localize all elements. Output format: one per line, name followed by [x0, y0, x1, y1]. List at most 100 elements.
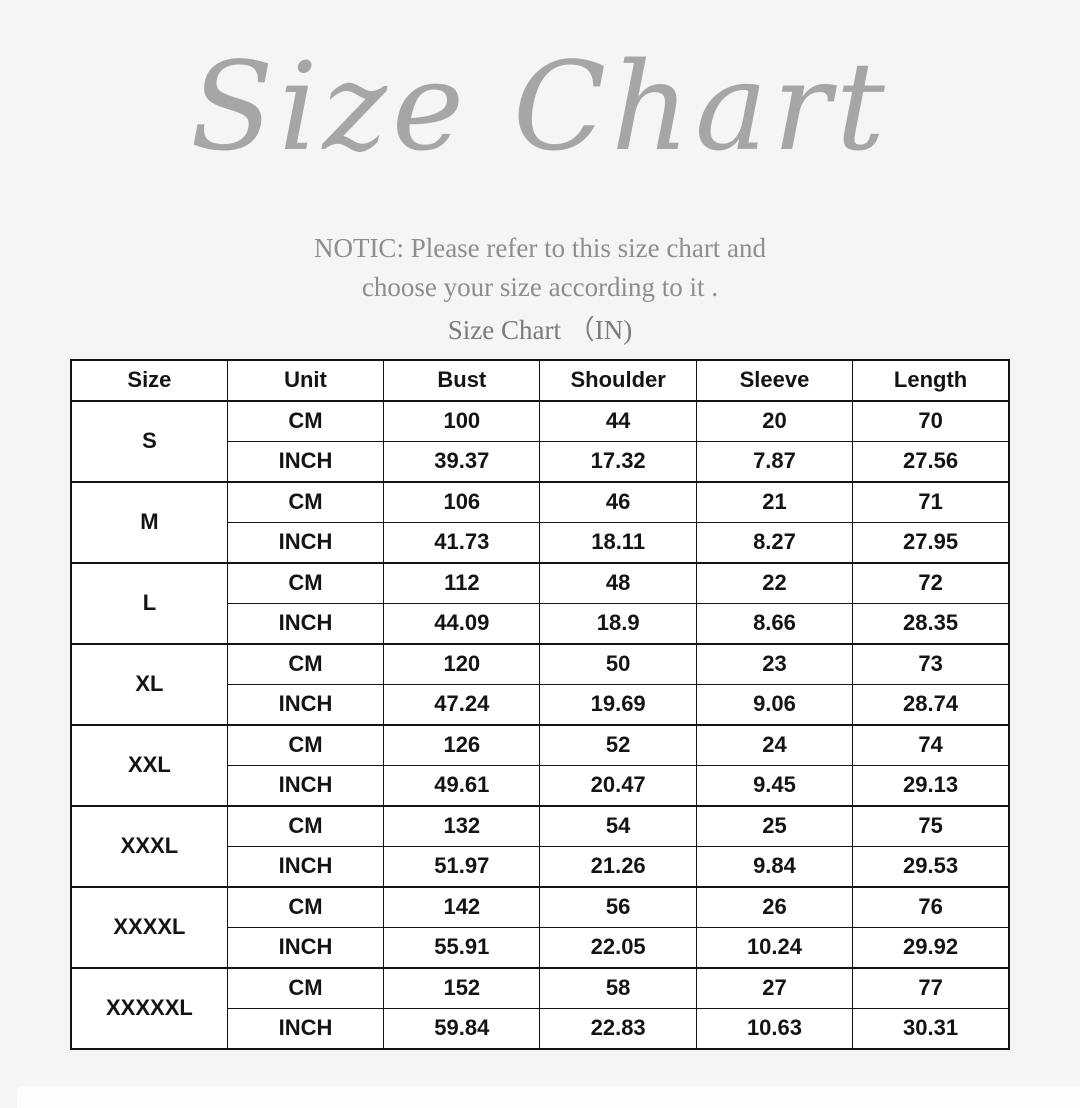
value-s-inch-length: 27.56: [852, 440, 1010, 483]
unit-label-xxxl-cm: CM: [226, 804, 385, 847]
unit-label-xxxxl-cm: CM: [226, 885, 385, 928]
column-header-size: Size: [70, 359, 228, 402]
unit-label-xxxxl-inch: INCH: [226, 926, 385, 969]
value-xl-cm-sleeve: 23: [695, 642, 854, 685]
size-row-s-cm: S CM 100 44 20 70: [70, 399, 1010, 483]
value-s-cm-sleeve: 20: [695, 399, 854, 442]
value-xxxl-cm-shoulder: 54: [539, 804, 697, 847]
value-xxxxxl-inch-bust: 59.84: [383, 1007, 541, 1050]
value-l-inch-length: 28.35: [852, 602, 1010, 645]
unit-label-m-inch: INCH: [226, 521, 385, 564]
value-xxxxxl-cm-shoulder: 58: [539, 966, 697, 1009]
value-xxxxl-inch-length: 29.92: [852, 926, 1010, 969]
notice-line-2: choose your size according to it .: [361, 271, 719, 302]
size-label-m: M: [70, 480, 228, 564]
value-xxl-cm-sleeve: 24: [695, 723, 854, 766]
unit-label-m-cm: CM: [226, 480, 385, 523]
size-row-xxxxxl-inch: INCH 59.84 22.83 10.63 30.31: [71, 1007, 1010, 1050]
size-row-xxxxxl-cm: XXXXXL CM 152 58 27 77: [70, 966, 1010, 1050]
table-caption: Size Chart （IN): [447, 314, 633, 345]
size-row-m-cm: M CM 106 46 21 71: [70, 480, 1010, 564]
value-xl-inch-length: 28.74: [852, 683, 1010, 726]
column-header-bust: Bust: [383, 359, 541, 402]
size-table-body: S CM 100 44 20 70 INCH 39.37 17.32 7.87 27.56 M CM 10…: [70, 399, 1010, 1050]
value-m-cm-shoulder: 46: [539, 480, 697, 523]
value-xl-cm-bust: 120: [383, 642, 541, 685]
value-xxl-cm-length: 74: [852, 723, 1010, 766]
value-l-cm-bust: 112: [383, 561, 541, 604]
unit-label-xxxxxl-inch: INCH: [226, 1007, 385, 1050]
value-m-cm-sleeve: 21: [695, 480, 854, 523]
value-xxxxl-cm-bust: 142: [383, 885, 541, 928]
unit-label-xxl-cm: CM: [226, 723, 385, 766]
value-l-inch-bust: 44.09: [383, 602, 541, 645]
unit-label-xxxxxl-cm: CM: [226, 966, 385, 1009]
value-xxxxxl-inch-shoulder: 22.83: [539, 1007, 697, 1050]
value-xxxxl-inch-sleeve: 10.24: [695, 926, 854, 969]
unit-label-l-inch: INCH: [226, 602, 385, 645]
value-m-inch-sleeve: 8.27: [695, 521, 854, 564]
value-s-cm-bust: 100: [383, 399, 541, 442]
value-xxxxl-cm-length: 76: [852, 885, 1010, 928]
value-xxxxl-inch-bust: 55.91: [383, 926, 541, 969]
value-xxxxl-cm-sleeve: 26: [695, 885, 854, 928]
size-table: Size Unit Bust Shoulder Sleeve Length S CM 100 4…: [70, 358, 1010, 1050]
size-label-xl: XL: [70, 642, 228, 726]
value-xxxl-cm-length: 75: [852, 804, 1010, 847]
value-xxl-cm-bust: 126: [383, 723, 541, 766]
size-row-xxxl-cm: XXXL CM 132 54 25 75: [70, 804, 1010, 888]
value-xxxl-inch-shoulder: 21.26: [539, 845, 697, 888]
value-xl-inch-shoulder: 19.69: [539, 683, 697, 726]
unit-label-s-cm: CM: [226, 399, 385, 442]
column-header-unit: Unit: [226, 359, 385, 402]
bottom-white-strip: [17, 1086, 1080, 1108]
size-table-header: Size Unit Bust Shoulder Sleeve Length: [70, 359, 1010, 402]
notice-line-1: NOTIC: Please refer to this size chart a…: [313, 232, 767, 263]
size-chart-page: Size Chart NOTIC: Please refer to this s…: [0, 28, 1080, 1108]
value-m-inch-shoulder: 18.11: [539, 521, 697, 564]
value-xxxl-inch-bust: 51.97: [383, 845, 541, 888]
page-title: Size Chart: [190, 36, 890, 178]
unit-label-xl-inch: INCH: [226, 683, 385, 726]
value-xxxxxl-cm-bust: 152: [383, 966, 541, 1009]
value-s-inch-shoulder: 17.32: [539, 440, 697, 483]
value-xxxxxl-cm-sleeve: 27: [695, 966, 854, 1009]
value-m-cm-length: 71: [852, 480, 1010, 523]
size-row-xxxxl-inch: INCH 55.91 22.05 10.24 29.92: [71, 926, 1010, 969]
value-xxxxl-cm-shoulder: 56: [539, 885, 697, 928]
size-label-xxxl: XXXL: [70, 804, 228, 888]
value-xxxl-inch-length: 29.53: [852, 845, 1010, 888]
value-xxxxxl-inch-length: 30.31: [852, 1007, 1010, 1050]
value-xxl-inch-bust: 49.61: [383, 764, 541, 807]
value-m-inch-length: 27.95: [852, 521, 1010, 564]
size-label-xxxxxl: XXXXXL: [70, 966, 228, 1050]
value-s-inch-sleeve: 7.87: [695, 440, 854, 483]
unit-label-xl-cm: CM: [226, 642, 385, 685]
size-row-xxxxl-cm: XXXXL CM 142 56 26 76: [70, 885, 1010, 969]
value-xxxl-cm-bust: 132: [383, 804, 541, 847]
value-xxl-cm-shoulder: 52: [539, 723, 697, 766]
value-xxl-inch-length: 29.13: [852, 764, 1010, 807]
value-s-cm-length: 70: [852, 399, 1010, 442]
value-xl-inch-bust: 47.24: [383, 683, 541, 726]
value-xxxxxl-inch-sleeve: 10.63: [695, 1007, 854, 1050]
size-label-l: L: [70, 561, 228, 645]
value-l-inch-shoulder: 18.9: [539, 602, 697, 645]
unit-label-l-cm: CM: [226, 561, 385, 604]
value-l-inch-sleeve: 8.66: [695, 602, 854, 645]
value-l-cm-shoulder: 48: [539, 561, 697, 604]
value-s-cm-shoulder: 44: [539, 399, 697, 442]
size-label-s: S: [70, 399, 228, 483]
size-row-l-inch: INCH 44.09 18.9 8.66 28.35: [71, 602, 1010, 645]
header-row: Size Unit Bust Shoulder Sleeve Length: [70, 359, 1010, 402]
size-row-m-inch: INCH 41.73 18.11 8.27 27.95: [71, 521, 1010, 564]
size-row-xl-cm: XL CM 120 50 23 73: [70, 642, 1010, 726]
value-xxxxxl-cm-length: 77: [852, 966, 1010, 1009]
column-header-length: Length: [852, 359, 1010, 402]
value-xl-cm-length: 73: [852, 642, 1010, 685]
unit-label-xxxl-inch: INCH: [226, 845, 385, 888]
size-row-xl-inch: INCH 47.24 19.69 9.06 28.74: [71, 683, 1010, 726]
value-m-cm-bust: 106: [383, 480, 541, 523]
size-label-xxl: XXL: [70, 723, 228, 807]
value-xxxl-cm-sleeve: 25: [695, 804, 854, 847]
